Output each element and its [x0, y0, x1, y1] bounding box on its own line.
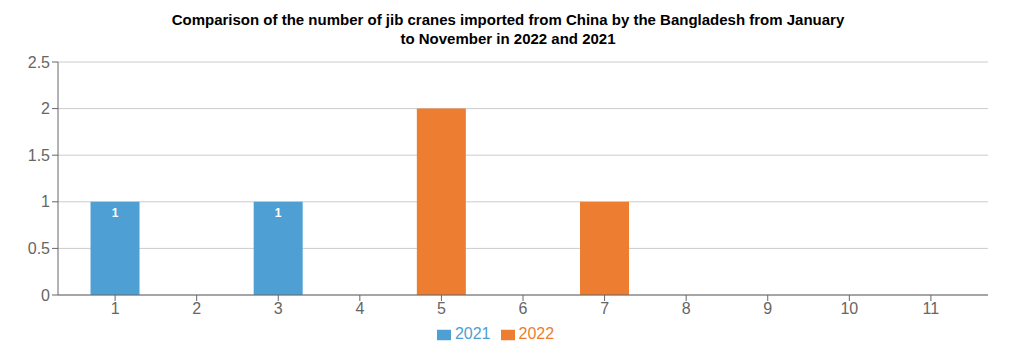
svg-text:10: 10: [840, 300, 858, 317]
svg-text:6: 6: [519, 300, 528, 317]
html-text:Comparison of the number of ji: Comparison of the number of jib cranes i…: [171, 11, 845, 47]
svg-text:9: 9: [763, 300, 772, 317]
svg-text:1: 1: [41, 193, 50, 210]
svg-text:4: 4: [355, 300, 364, 317]
svg-text:1.5: 1.5: [28, 147, 50, 164]
svg-text:7: 7: [600, 300, 609, 317]
svg-text:1: 1: [112, 206, 119, 220]
html-text:2021: 2021: [454, 325, 491, 342]
svg-text:2.5: 2.5: [28, 54, 50, 71]
svg-text:3: 3: [274, 300, 283, 317]
svg-text:2: 2: [41, 100, 50, 117]
svg-text:1: 1: [111, 300, 120, 317]
svg-text:2: 2: [192, 300, 201, 317]
svg-text:0.5: 0.5: [28, 240, 50, 257]
svg-text:1: 1: [275, 206, 282, 220]
svg-text:8: 8: [682, 300, 691, 317]
svg-text:11: 11: [923, 300, 940, 317]
svg-text:5: 5: [437, 300, 446, 317]
svg-text:0: 0: [41, 287, 50, 304]
html-text:2022: 2022: [518, 325, 555, 342]
